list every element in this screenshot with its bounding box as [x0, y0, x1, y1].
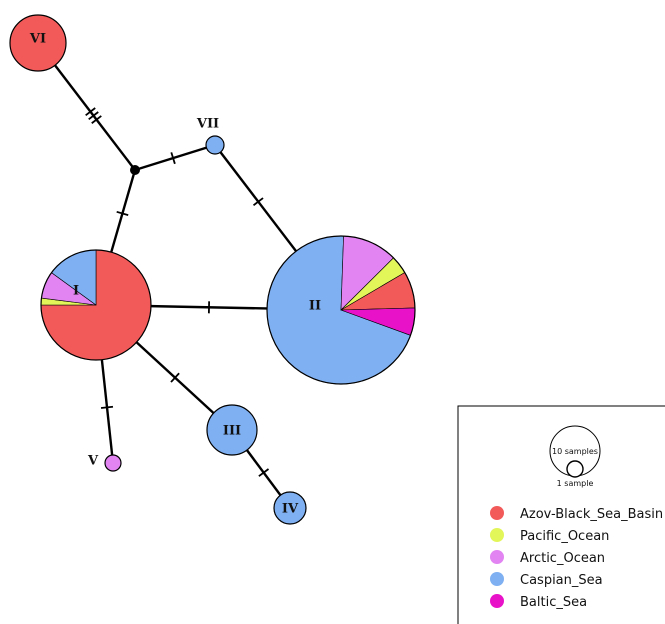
pie-slice [9, 14, 67, 72]
node-label-VI: VI [29, 32, 46, 47]
haplotype-node-mv [130, 165, 140, 175]
legend-swatch [490, 572, 504, 586]
legend-label: Pacific_Ocean [520, 529, 609, 544]
scale-label-large: 10 samples [552, 447, 598, 456]
legend-swatch [490, 528, 504, 542]
mutation-mark [116, 210, 129, 217]
haplotype-node-III: III [206, 404, 258, 456]
mutation-mark [170, 152, 176, 165]
pie-slice [205, 135, 225, 155]
haplotype-node-II: II [266, 235, 416, 385]
mutation-mark [88, 111, 99, 120]
node-outline [40, 249, 152, 361]
node-label-II: II [309, 299, 321, 314]
mutation-mark [252, 197, 264, 207]
haplotype-node-IV: IV [273, 491, 307, 525]
pie-slice [273, 491, 307, 525]
node-label-III: III [223, 424, 241, 439]
mutation-mark [258, 468, 270, 477]
edge-mv-VII [134, 143, 216, 172]
mutation-mark [85, 107, 96, 117]
node-label-V: V [87, 454, 99, 469]
mutation-mark [170, 372, 180, 383]
pie-slice [104, 454, 122, 472]
legend-swatch [490, 506, 504, 520]
node-label-I: I [73, 284, 79, 299]
haplotype-node-I: I [40, 249, 152, 361]
haplotype-node-VI: VI [9, 14, 67, 72]
legend-items: Azov-Black_Sea_Basin Pacific_Ocean Arctic_… [490, 506, 663, 610]
scale-circle-small [566, 460, 584, 478]
legend-label: Baltic_Sea [520, 595, 587, 610]
node-label-IV: IV [282, 502, 299, 517]
node-outline [266, 235, 416, 385]
haplotype-node-V: V [87, 454, 122, 472]
legend-swatch [490, 550, 504, 564]
scale-label-small: 1 sample [557, 479, 594, 488]
mutation-mark [100, 405, 114, 409]
median-vector [130, 165, 140, 175]
haplotype-node-VII: VII [196, 117, 225, 155]
legend: 10 samples 1 sample Azov-Black_Sea_Basin… [457, 405, 665, 624]
legend-label: Azov-Black_Sea_Basin [520, 507, 663, 522]
legend-label: Arctic_Ocean [520, 551, 605, 566]
legend-label: Caspian_Sea [520, 573, 603, 588]
mutation-mark [91, 115, 102, 124]
pie-slice [206, 404, 258, 456]
legend-swatch [490, 594, 504, 608]
node-label-VII: VII [196, 117, 219, 132]
